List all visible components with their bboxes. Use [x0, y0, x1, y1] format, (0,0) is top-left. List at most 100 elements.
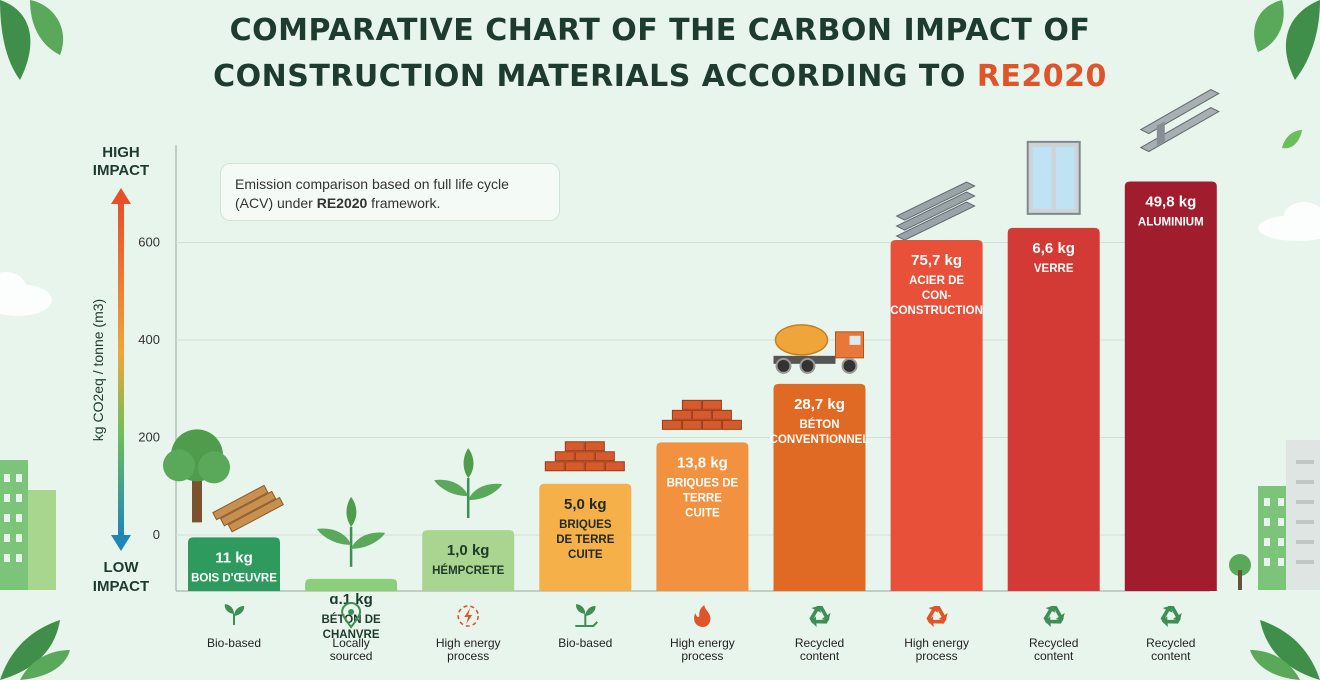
bar	[305, 578, 398, 591]
property-label: Locally	[332, 636, 369, 650]
bar-name-label: DE TERRE	[556, 534, 614, 546]
sprout-icon	[224, 604, 245, 625]
bar	[1124, 181, 1217, 591]
cloud-right-icon	[1258, 202, 1320, 241]
bar-3: 1,0 kg HÉMPCRETE	[422, 530, 515, 591]
tree-and-planks-icon	[163, 429, 284, 533]
title-line-1: COMPARATIVE CHART OF THE CARBON IMPACT O…	[229, 13, 1091, 48]
bar-value-label: 5,0 kg	[564, 496, 607, 513]
bar-value-label: 75,7 kg	[911, 252, 962, 269]
bar-name-label: CUITE	[568, 549, 603, 561]
impact-scale-arrow	[111, 188, 131, 551]
leaf-right-icon	[1282, 130, 1302, 149]
property-label: process	[681, 649, 723, 663]
bar-4: 5,0 kg BRIQUES DE TERRE CUITE	[539, 483, 632, 591]
low-impact-label-line2: IMPACT	[93, 578, 149, 595]
bar-name-label: ALUMINIUM	[1138, 217, 1204, 229]
leaf-sprout-icon	[317, 496, 386, 567]
building-right-icon	[1229, 440, 1320, 590]
bar-name-label: CHANVRE	[323, 629, 380, 641]
property-label: High energy	[436, 636, 501, 650]
leaf-corner-top-left-icon	[0, 0, 64, 80]
property-label: sourced	[330, 649, 373, 663]
bar-7: 75,7 kg ACIER DE CON- CONSTRUCTION	[890, 240, 983, 591]
recycle-icon	[809, 605, 831, 628]
note-text-end: framework.	[367, 195, 441, 211]
property-label: Recycled	[1146, 636, 1195, 650]
bar-name-label: HÉMPCRETE	[432, 564, 505, 577]
property-label: content	[800, 649, 840, 663]
bar-2: ɑ.1 kg BÉTON DE CHANVRE	[305, 578, 398, 641]
bar-name-label: BRIQUES	[559, 519, 612, 531]
y-tick-label: 0	[153, 527, 160, 542]
bar-6: 28,7 kg BÉTON CONVENTIONNEL	[770, 383, 870, 591]
bar-value-label: ɑ.1 kg	[329, 591, 372, 608]
bar-value-label: 13,8 kg	[677, 454, 728, 471]
bar-value-label: 6,6 kg	[1032, 240, 1075, 257]
bar-name-label: CONVENTIONNEL	[770, 434, 870, 446]
bar-name-label: BRIQUES DE	[667, 477, 739, 489]
bar-9: 49,8 kg ALUMINIUM	[1124, 181, 1217, 591]
leaf-corner-bottom-left-icon	[0, 620, 70, 680]
bar-value-label: 1,0 kg	[447, 542, 490, 559]
bar	[1007, 227, 1100, 591]
leaf-corner-bottom-right-icon	[1250, 620, 1320, 680]
building-left-icon	[0, 460, 56, 590]
y-axis-label: kg CO2eq / tonne (m3)	[90, 299, 106, 441]
property-label: Recycled	[1029, 636, 1078, 650]
property-label: Bio-based	[207, 636, 261, 650]
bar-value-label: 11 kg	[215, 549, 253, 566]
leaf-sprout-icon	[434, 448, 503, 519]
bar	[188, 537, 280, 591]
bar-name-label: TERRE	[683, 492, 722, 504]
hand-sprout-icon	[575, 604, 599, 627]
bricks-icon	[661, 399, 742, 430]
window-icon	[1026, 140, 1081, 215]
bar	[422, 530, 515, 591]
y-tick-label: 200	[138, 429, 160, 444]
bar-name-label: VERRE	[1034, 263, 1074, 275]
flame-icon	[694, 605, 711, 627]
y-tick-label: 600	[138, 234, 160, 249]
note-text: Emission comparison based on full life c…	[235, 176, 509, 211]
bar-name-label: ACIER DE	[909, 275, 964, 287]
bar-8: 6,6 kg VERRE	[1007, 227, 1100, 591]
high-impact-label: HIGH	[102, 144, 140, 161]
bar	[539, 483, 632, 591]
bar-1: 11 kg BOIS D'ŒUVRE	[188, 537, 280, 591]
high-impact-label-line2: IMPACT	[93, 162, 149, 179]
property-label: Bio-based	[558, 636, 612, 650]
property-label: process	[447, 649, 489, 663]
bar-name-label: BOIS D'ŒUVRE	[191, 572, 277, 584]
bar-name-label: CUITE	[685, 507, 720, 519]
bar	[656, 442, 749, 591]
title-line-2: CONSTRUCTION MATERIALS ACCORDING TO	[213, 59, 977, 94]
recycle-icon	[926, 605, 948, 628]
location-pin-icon	[341, 602, 362, 629]
bar	[773, 383, 866, 591]
cloud-left-icon	[0, 272, 52, 316]
steel-beam-icon	[1139, 88, 1220, 153]
property-label: High energy	[904, 636, 969, 650]
y-tick-label: 400	[138, 332, 160, 347]
property-label: content	[1151, 649, 1191, 663]
bar	[890, 240, 983, 591]
note-bold: RE2020	[316, 195, 368, 211]
page-title: COMPARATIVE CHART OF THE CARBON IMPACT O…	[0, 8, 1320, 100]
property-label: Recycled	[795, 636, 844, 650]
bar-name-label: BÉTON	[799, 418, 839, 431]
bar-5: 13,8 kg BRIQUES DE TERRE CUITE	[656, 442, 749, 591]
steel-beams-icon	[895, 181, 976, 241]
bar-value-label: 49,8 kg	[1145, 194, 1196, 211]
bar-name-label: CON-	[922, 290, 952, 302]
property-label: process	[916, 649, 958, 663]
bar-value-label: 28,7 kg	[794, 396, 845, 413]
bar-name-label: CONSTRUCTION	[890, 305, 983, 317]
title-accent: RE2020	[976, 59, 1107, 94]
cement-mixer-truck-icon	[773, 324, 864, 374]
low-impact-label: LOW	[104, 559, 140, 576]
property-label: High energy	[670, 636, 735, 650]
property-label: content	[1034, 649, 1074, 663]
leaf-corner-top-right-icon	[1254, 0, 1320, 80]
